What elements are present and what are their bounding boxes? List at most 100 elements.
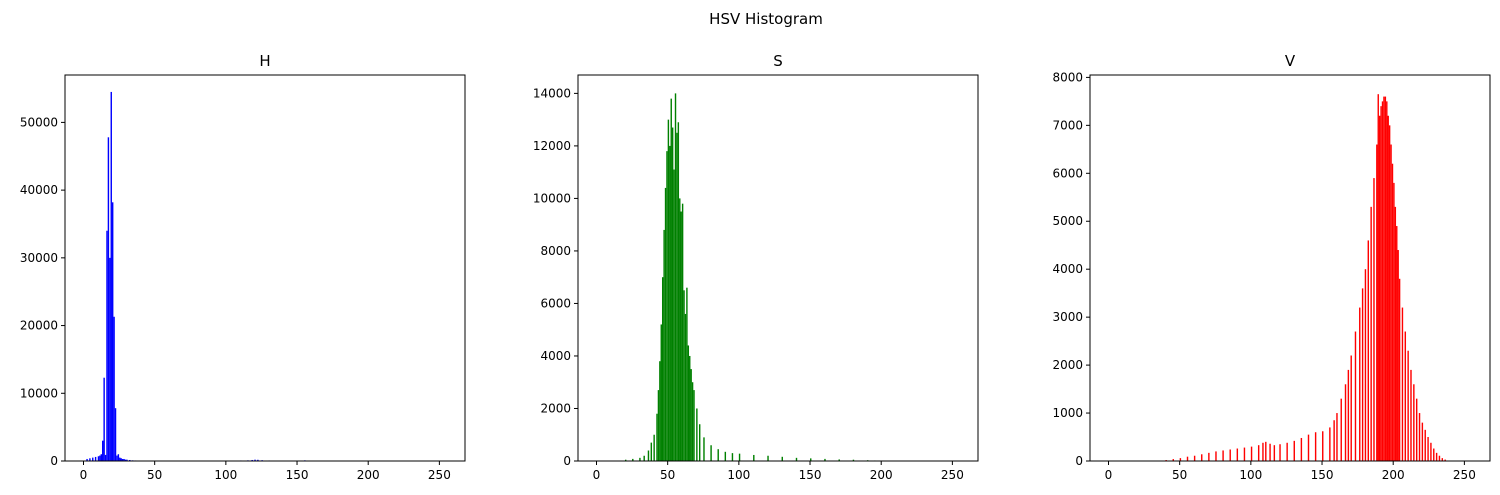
histogram-bar xyxy=(97,456,100,461)
histogram-bar xyxy=(767,455,769,461)
histogram-panel-h: 0 50 100 150 200 250 0 10000 20000 30000 40000 5000… xyxy=(20,52,466,482)
histogram-bar xyxy=(123,458,125,461)
histogram-bar xyxy=(1236,448,1239,461)
histogram-bar xyxy=(1243,447,1246,461)
histogram-bar xyxy=(103,377,105,461)
plot-frame xyxy=(64,74,466,462)
histogram-bar xyxy=(667,119,670,461)
histogram-bar xyxy=(781,456,783,461)
histogram-bar xyxy=(680,211,682,461)
histogram-bar xyxy=(1386,101,1388,462)
histogram-bar xyxy=(1381,101,1384,462)
plot-area xyxy=(65,75,465,461)
histogram-panel-v: 0 50 100 150 200 250 0 1000 2000 3000 4000 5000 6000… xyxy=(1052,52,1491,482)
x-tick-label: 200 xyxy=(357,468,380,482)
y-tick-label: 14000 xyxy=(533,86,571,100)
histogram-bar xyxy=(1286,442,1288,461)
histogram-bar xyxy=(1377,94,1379,462)
histogram-bar xyxy=(710,445,712,461)
histogram-bar xyxy=(686,287,688,461)
histogram-bar xyxy=(738,453,741,461)
plot-frame xyxy=(1089,74,1491,462)
histogram-bar xyxy=(1433,448,1435,461)
x-tick-label: 0 xyxy=(80,468,88,482)
panel-title-h: H xyxy=(259,52,270,70)
histogram-bar xyxy=(1370,206,1372,461)
histogram-bar xyxy=(1373,178,1375,461)
histogram-bar xyxy=(661,277,664,461)
histogram-bar xyxy=(1350,355,1352,461)
histogram-bar xyxy=(1336,413,1338,461)
histogram-bar xyxy=(1424,429,1426,461)
histogram-bar xyxy=(679,198,681,461)
histogram-bar xyxy=(1179,458,1182,461)
histogram-bar xyxy=(671,127,674,461)
x-tick-label: 100 xyxy=(1239,468,1262,482)
x-tick-label: 250 xyxy=(428,468,451,482)
histogram-bar xyxy=(1229,449,1231,461)
histogram-bar xyxy=(1438,455,1441,461)
histogram-bar xyxy=(126,459,128,461)
ticks-group: 0 50 100 150 200 250 0 1000 2000 3000 4000 5000 6000… xyxy=(1052,70,1475,482)
histogram-bar xyxy=(1322,431,1324,461)
histogram-bar xyxy=(838,459,840,461)
y-tick-label: 7000 xyxy=(1052,118,1083,132)
histogram-bar xyxy=(656,413,658,461)
histogram-bar xyxy=(683,290,685,461)
y-tick-label: 0 xyxy=(50,454,58,468)
y-tick-label: 4000 xyxy=(540,349,571,363)
histogram-bar xyxy=(1262,442,1264,461)
histogram-bar xyxy=(1398,278,1401,461)
histogram-bar xyxy=(724,451,727,461)
histogram-bar xyxy=(1307,434,1310,461)
histogram-bar xyxy=(114,408,117,461)
histogram-bar xyxy=(129,459,131,461)
histogram-bar xyxy=(1269,443,1271,461)
histogram-bar xyxy=(1293,440,1295,461)
histogram-bar xyxy=(1186,456,1189,461)
histogram-bar xyxy=(1384,96,1387,461)
plot-area xyxy=(578,75,978,461)
histogram-bar xyxy=(1333,420,1335,461)
histogram-bar xyxy=(1430,442,1432,461)
histogram-bar xyxy=(257,459,259,461)
histogram-bar xyxy=(852,459,855,461)
histogram-bar xyxy=(1222,450,1224,461)
histogram-bar xyxy=(86,458,88,461)
histogram-bar xyxy=(121,458,124,461)
ticks-group: 0 50 100 150 200 250 0 2000 4000 6000 8000 10000 120… xyxy=(533,86,964,482)
histogram-bar xyxy=(1364,269,1367,461)
histogram-bar xyxy=(1250,446,1253,461)
y-tick-label: 10000 xyxy=(20,386,58,400)
x-tick-label: 250 xyxy=(941,468,964,482)
histogram-bar xyxy=(696,408,698,461)
histogram-bar xyxy=(677,122,680,461)
histogram-bar xyxy=(650,442,653,461)
histogram-bar xyxy=(107,137,110,462)
histogram-bar xyxy=(664,187,667,461)
histogram-bar xyxy=(1397,250,1399,461)
histogram-bar xyxy=(1401,307,1404,461)
y-tick-label: 0 xyxy=(1075,454,1083,468)
histogram-bar xyxy=(1380,106,1382,462)
histogram-bar xyxy=(1329,427,1331,461)
histogram-bar xyxy=(1201,454,1203,461)
figure-suptitle: HSV Histogram xyxy=(709,10,823,28)
y-tick-label: 30000 xyxy=(20,251,58,265)
histogram-panel-s: 0 50 100 150 200 250 0 2000 4000 6000 8000 10000 120… xyxy=(533,52,979,482)
histogram-bar xyxy=(1367,240,1369,461)
histogram-bar xyxy=(1407,350,1409,461)
x-tick-label: 200 xyxy=(870,468,893,482)
histogram-bar xyxy=(687,345,690,461)
y-tick-label: 6000 xyxy=(540,296,571,310)
histogram-bar xyxy=(647,450,650,461)
x-tick-label: 50 xyxy=(660,468,675,482)
x-tick-label: 150 xyxy=(799,468,822,482)
histogram-bar xyxy=(666,151,668,461)
histogram-bar xyxy=(689,355,691,461)
panel-title-v: V xyxy=(1285,52,1296,70)
histogram-bar xyxy=(117,454,120,461)
histogram-bar xyxy=(1387,115,1389,461)
x-tick-label: 250 xyxy=(1453,468,1476,482)
